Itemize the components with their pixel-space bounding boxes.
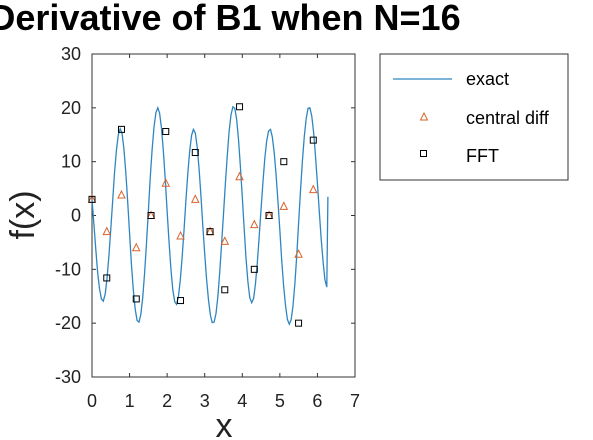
y-tick-label: 20: [61, 98, 81, 118]
fft-point: [309, 136, 317, 144]
fft-point: [206, 228, 214, 236]
y-tick-label: 10: [61, 152, 81, 172]
central-diff-point: [131, 242, 141, 252]
central-diff-point: [308, 184, 318, 194]
y-tick-label: -20: [55, 313, 81, 333]
series-layer: [87, 103, 329, 327]
central-diff-point: [102, 226, 112, 236]
fft-point: [191, 149, 199, 157]
central-diff-point: [190, 194, 200, 203]
chart-title: Derivative of B1 when N=16: [0, 0, 461, 38]
x-tick-label: 0: [87, 391, 97, 411]
fft-point: [250, 265, 258, 273]
central-diff-point: [117, 189, 126, 199]
y-tick-label: -30: [55, 367, 81, 387]
fft-point: [103, 274, 111, 282]
y-tick-label: -10: [55, 259, 81, 279]
central-diff-point: [294, 249, 303, 258]
fft-point: [132, 295, 140, 303]
legend-label-exact: exact: [466, 69, 509, 89]
x-tick-label: 5: [275, 391, 285, 411]
central-diff-point: [279, 201, 289, 210]
y-tick-label: 30: [61, 44, 81, 64]
x-tick-label: 6: [312, 391, 322, 411]
fft-point: [162, 128, 170, 136]
central-diff-point: [235, 171, 244, 181]
axis-ticks: 0 1 2 3 4 5 6 7 -30 -20 -10 0 10 20 30: [55, 44, 360, 411]
central-diff-point: [249, 219, 259, 229]
x-tick-label: 7: [350, 391, 360, 411]
y-axis-label: f(x): [4, 190, 42, 239]
central-diff-point: [176, 230, 185, 240]
fft-point: [265, 212, 273, 219]
legend-label-fft: FFT: [466, 146, 499, 166]
fft-point: [280, 158, 288, 166]
legend-box: [379, 53, 569, 181]
fft-point: [221, 286, 229, 294]
x-tick-label: 4: [237, 391, 247, 411]
fft-point: [117, 125, 125, 133]
fft-point: [88, 195, 96, 203]
fft-point: [177, 297, 185, 305]
fft-point: [295, 319, 303, 327]
x-tick-label: 1: [125, 391, 135, 411]
central-diff-point: [161, 178, 171, 187]
legend-label-central-diff: central diff: [466, 108, 550, 128]
x-tick-label: 3: [200, 391, 210, 411]
fft-point: [147, 212, 155, 219]
x-tick-label: 2: [162, 391, 172, 411]
central-diff-point: [220, 236, 230, 245]
series-line-exact: [91, 105, 329, 326]
legend: exact central diff FFT: [379, 53, 569, 181]
fft-point: [236, 103, 244, 111]
legend-swatch-central-diff: [419, 111, 429, 121]
legend-swatch-fft: [420, 150, 427, 157]
x-axis-label: x: [216, 407, 233, 440]
y-tick-label: 0: [71, 206, 81, 226]
